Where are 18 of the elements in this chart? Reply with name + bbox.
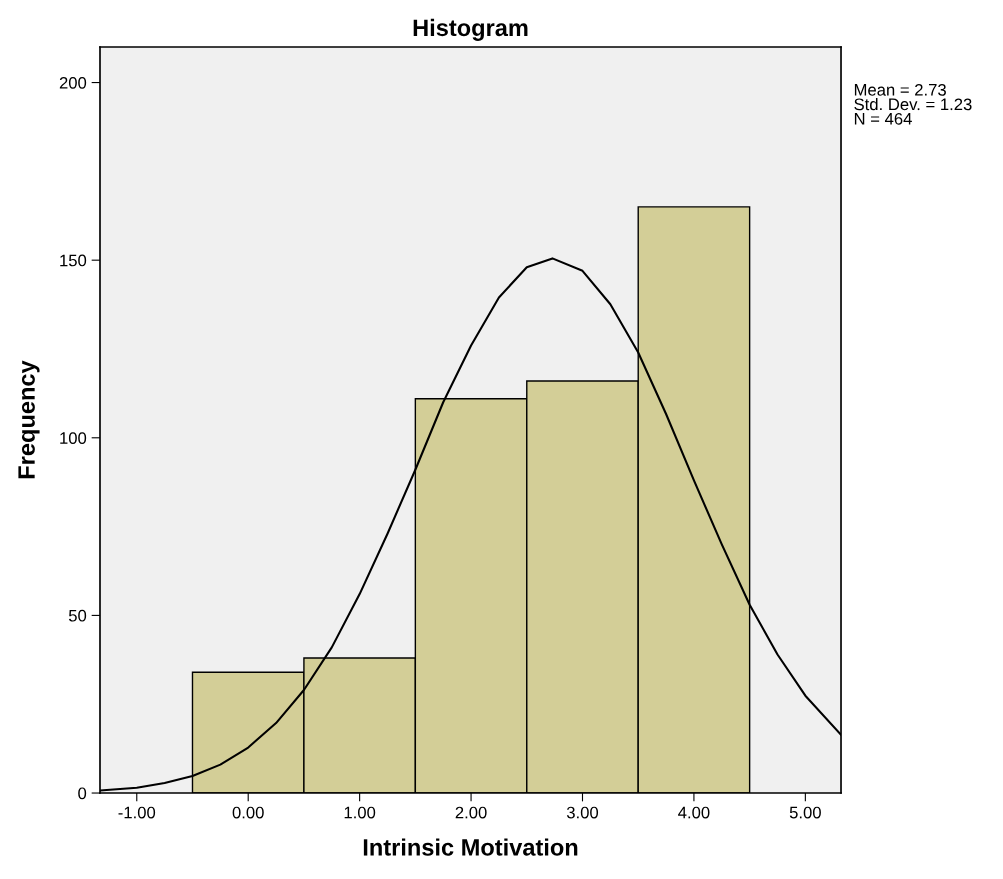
y-tick-label: 0 [78, 787, 87, 800]
x-tick-label: 3.00 [566, 806, 599, 819]
x-tick-label: 5.00 [789, 806, 821, 819]
y-tick-label: 100 [60, 432, 87, 444]
x-tick-label: 2.00 [455, 806, 487, 819]
y-tick-label: 50 [68, 609, 87, 622]
x-axis-title: Intrinsic Motivation [363, 838, 578, 856]
x-tick-label: -1.00 [118, 806, 156, 819]
y-tick-label: 150 [60, 254, 87, 267]
y-tick-label: 200 [59, 76, 87, 89]
text: Mean = 2.73 [854, 83, 946, 96]
x-tick-label: 0.00 [232, 806, 264, 819]
text: Std. Dev. = 1.23 [854, 98, 972, 111]
y-axis-title: Frequency [18, 360, 40, 479]
text: N = 464 [854, 112, 912, 125]
x-tick-label: 4.00 [678, 806, 710, 819]
chart-title: Histogram [413, 18, 528, 41]
x-tick-label: 1.00 [344, 806, 376, 819]
